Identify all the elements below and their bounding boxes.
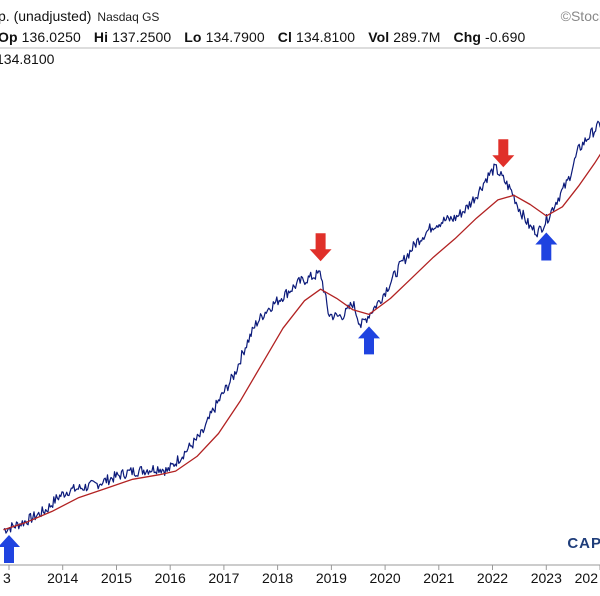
- sell-arrow-icon: [492, 139, 515, 168]
- volume-value: 289.7M: [393, 29, 441, 45]
- buy-arrow-icon: [0, 535, 20, 563]
- x-tick-label: 2021: [423, 570, 454, 586]
- sell-arrow-icon: [309, 233, 332, 262]
- close-value: 134.8100: [295, 29, 356, 45]
- signal-arrows: [0, 139, 558, 563]
- open-label: Op: [0, 29, 18, 45]
- last-price-readout: 134.8100: [0, 51, 55, 67]
- low-label: Lo: [184, 29, 202, 45]
- chart-header: p. (unadjusted) Nasdaq GS ©Stock Op 136.0…: [0, 0, 600, 67]
- x-tick-label: 2015: [101, 570, 132, 586]
- buy-arrow-icon: [535, 232, 558, 261]
- exchange-label: Nasdaq GS: [97, 10, 160, 24]
- volume-label: Vol: [368, 29, 390, 45]
- chart-title: p. (unadjusted) Nasdaq GS: [0, 8, 159, 24]
- high-value: 137.2500: [112, 29, 172, 45]
- x-tick-label: 2023: [531, 570, 562, 586]
- x-axis-ticks: 3 2014 2015 2016 2017 2018 2019 2020 2021 2022 202…: [3, 565, 600, 586]
- x-tick-label: 2016: [155, 570, 186, 586]
- price-line: [3, 120, 600, 534]
- x-tick-label: 2020: [370, 570, 401, 586]
- change-label: Chg: [453, 29, 482, 45]
- close-label: Cl: [277, 29, 292, 45]
- x-tick-label: 2014: [47, 570, 78, 586]
- open-value: 136.0250: [21, 29, 81, 45]
- x-tick-label: 2017: [208, 570, 239, 586]
- x-tick-label: 202: [575, 570, 599, 586]
- low-value: 134.7900: [205, 29, 265, 45]
- high-label: Hi: [93, 29, 109, 45]
- buy-arrow-icon: [358, 326, 380, 355]
- plot-area: [3, 120, 600, 534]
- watermark-text: CAP: [567, 535, 600, 552]
- x-tick-label: 2019: [316, 570, 347, 586]
- x-tick-label: 3: [3, 570, 11, 586]
- x-tick-label: 2018: [262, 570, 293, 586]
- x-tick-label: 2022: [477, 570, 508, 586]
- change-value: -0.690: [485, 29, 526, 45]
- ohlc-bar: Op 136.0250 Hi 137.2500 Lo 134.7900 Cl 134.…: [0, 29, 525, 45]
- moving-average-line: [3, 153, 600, 531]
- brand-logo: ©Stock: [560, 8, 600, 24]
- symbol-title: p. (unadjusted): [0, 8, 92, 24]
